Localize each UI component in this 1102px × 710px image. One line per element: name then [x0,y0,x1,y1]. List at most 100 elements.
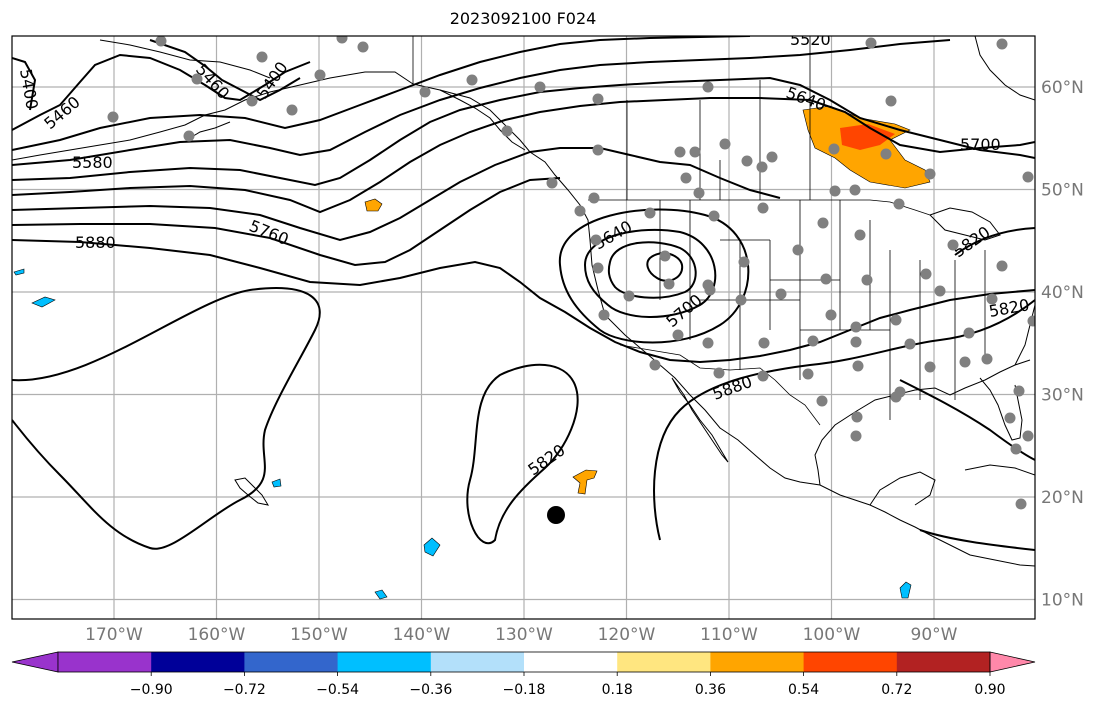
colorbar-segment [803,652,898,672]
station-dot [1015,498,1027,510]
station-dot [861,274,873,286]
station-dot [466,74,478,86]
station-dot [850,430,862,442]
station-dot [702,337,714,349]
station-dot [713,367,725,379]
station-dot [1004,412,1016,424]
station-dot [981,353,993,365]
station-dot [963,327,975,339]
lon-tick-label: 160°W [188,625,246,645]
station-dot [924,361,936,373]
station-dot [807,335,819,347]
colorbar-segment [896,652,991,672]
lat-tick-label: 40°N [1041,283,1084,303]
contour-5820-ring [466,363,579,545]
station-dot [419,86,431,98]
aleutians [189,121,231,139]
lon-tick-label: 140°W [393,625,451,645]
hudson-bay [974,36,1035,101]
station-dot [829,185,841,197]
observation-stations [107,36,1035,510]
longitude-labels: 170°W 160°W 150°W 140°W 130°W 120°W 110°W 100°W… [85,625,958,645]
station-dot [663,278,675,290]
contour-label: 5880 [75,233,116,252]
political-borders [412,36,986,426]
contour-5880-ridge [653,299,1035,541]
negative-anomaly-1 [423,537,441,557]
station-dot [680,172,692,184]
station-dot [851,411,863,423]
station-dot [850,321,862,333]
station-dot [766,151,778,163]
colorbar-segment [58,652,152,672]
station-dot [590,234,602,246]
contour-label: 5580 [72,153,113,172]
station-dot [852,360,864,372]
station-dot [894,386,906,398]
station-dot [357,41,369,53]
lat-tick-label: 20°N [1041,488,1084,508]
station-dot [501,125,513,137]
gridlines [12,36,1035,619]
colorbar-tick-label: −0.90 [130,682,173,698]
colorbar-segment [430,652,525,672]
station-dot [1010,443,1022,455]
contour-5760 [12,147,781,242]
alaska-north [99,39,271,79]
station-dot [1013,385,1025,397]
colorbar-tick-label: −0.18 [503,682,546,698]
lon-tick-label: 170°W [85,625,143,645]
contour-label: 5760 [247,216,292,249]
positive-anomaly-pacific [364,198,383,212]
station-dot [107,111,119,123]
station-dot [934,285,946,297]
lon-tick-label: 150°W [290,625,348,645]
lon-tick-label: 100°W [803,625,861,645]
station-dot [336,36,348,44]
contour-5820-east [899,379,1035,461]
station-dot [191,73,203,85]
contour-5580 [12,39,951,166]
station-dot [592,144,604,156]
marker-dot [547,506,565,524]
station-dot [1027,315,1035,327]
station-dot [592,262,604,274]
colorbar-segment [617,652,711,672]
station-dot [704,284,716,296]
alaska-panhandle [439,89,526,151]
cuba [964,464,1035,476]
station-dot [996,38,1008,50]
lon-tick-label: 130°W [495,625,553,645]
colorbar-segment [710,652,805,672]
colorbar-tick-label: 0.90 [974,682,1005,698]
us-mexico-border [619,344,821,426]
negative-anomaly-2 [374,589,388,600]
lat-tick-label: 60°N [1041,78,1084,98]
station-dot [865,37,877,49]
contour-5520 [12,36,751,151]
lat-tick-label: 10°N [1041,591,1084,611]
contour-label: 5400 [16,67,42,110]
contour-5820-southeast [954,227,1035,256]
station-dot [758,337,770,349]
yucatan [869,471,936,506]
contour-5700 [12,97,1035,214]
station-dot [314,69,326,81]
hawaii [234,477,270,506]
station-dot [817,217,829,229]
station-dot [850,336,862,348]
station-dot [659,250,671,262]
colorbar-segment [244,652,339,672]
station-dot [947,239,959,251]
lat-tick-label: 30°N [1041,386,1084,406]
lon-tick-label: 120°W [598,625,656,645]
station-dot [286,104,298,116]
anomaly-shading [13,105,931,600]
baja-california [671,377,729,463]
north-america-west-coast [412,83,1035,567]
station-dot [825,309,837,321]
colorbar-tick-label: 0.18 [602,682,633,698]
station-dot [702,81,714,93]
station-dot [756,161,768,173]
